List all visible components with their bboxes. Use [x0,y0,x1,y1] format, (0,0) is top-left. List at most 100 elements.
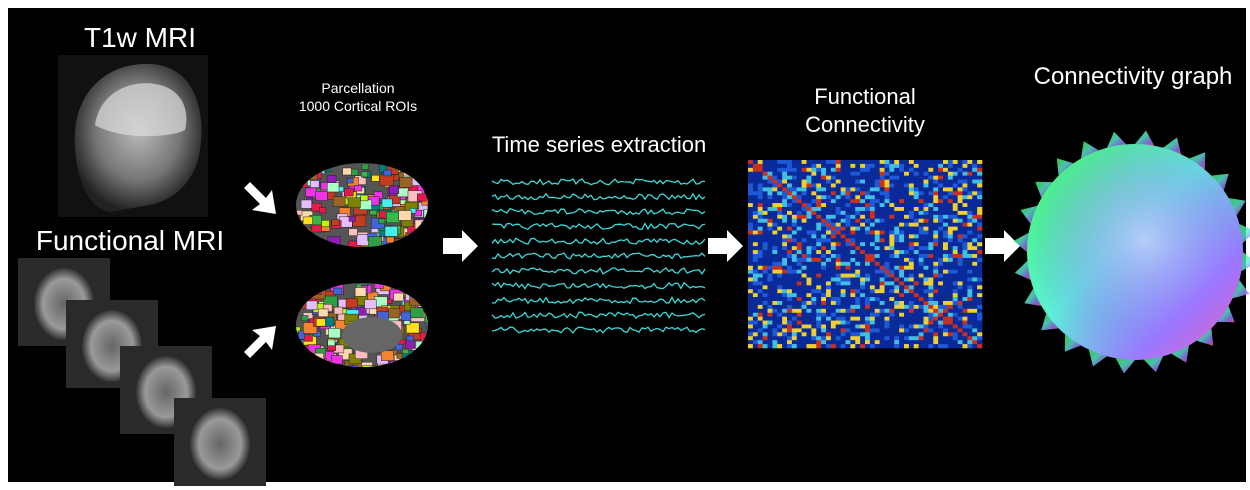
fc-cell [782,191,787,195]
fc-cell [860,336,865,340]
fc-cell [841,207,846,211]
fc-cell [802,297,807,301]
fc-cell [958,246,963,250]
fc-cell [826,207,831,211]
fc-cell [953,164,958,168]
fc-cell [963,305,968,309]
fc-cell [821,258,826,262]
fc-cell [924,211,929,215]
fc-cell [889,274,894,278]
fc-cell [768,278,773,282]
fc-cell [811,211,816,215]
fc-cell [967,281,972,285]
fc-cell [953,168,958,172]
fc-cell [865,321,870,325]
fc-cell [836,301,841,305]
fc-cell [841,215,846,219]
fc-cell [914,344,919,348]
fc-cell [977,274,982,278]
fc-cell [753,231,758,235]
fc-cell [792,250,797,254]
fc-cell [777,270,782,274]
fc-cell [885,301,890,305]
fc-cell [841,219,846,223]
fc-cell [919,340,924,344]
fc-cell [899,325,904,329]
fc-cell [816,250,821,254]
fc-cell [904,238,909,242]
fc-cell [948,231,953,235]
fc-cell [777,203,782,207]
fc-cell [875,164,880,168]
fc-cell [772,207,777,211]
fc-cell [841,250,846,254]
fc-cell [875,289,880,293]
fc-cell [821,344,826,348]
fc-cell [909,164,914,168]
fc-cell [846,223,851,227]
fc-cell [919,227,924,231]
fc-cell [772,270,777,274]
fc-cell [860,340,865,344]
fc-cell [977,172,982,176]
fc-cell [850,250,855,254]
fc-cell [953,203,958,207]
fc-cell [875,168,880,172]
fc-cell [826,227,831,231]
fc-cell [938,340,943,344]
fc-cell [967,219,972,223]
fc-cell [889,246,894,250]
fc-cell [972,344,977,348]
fc-cell [748,344,753,348]
fc-cell [748,168,753,172]
fc-cell [836,313,841,317]
fc-cell [933,176,938,180]
fc-cell [846,180,851,184]
fc-cell [831,262,836,266]
fc-cell [787,305,792,309]
fc-cell [855,215,860,219]
fc-cell [880,305,885,309]
fc-cell [826,285,831,289]
fc-cell [870,305,875,309]
fc-cell [836,191,841,195]
fc-cell [763,242,768,246]
fc-cell [880,203,885,207]
fc-cell [894,328,899,332]
fc-cell [963,207,968,211]
fc-cell [753,266,758,270]
fc-cell [924,285,929,289]
fc-cell [841,325,846,329]
fc-cell [841,172,846,176]
fc-cell [777,223,782,227]
fc-cell [928,199,933,203]
fc-cell [977,301,982,305]
fc-cell [933,262,938,266]
fc-cell [875,293,880,297]
fc-cell [933,231,938,235]
fc-cell [889,184,894,188]
fc-cell [972,266,977,270]
fc-cell [831,187,836,191]
fc-cell [816,305,821,309]
fc-cell [943,234,948,238]
fc-cell [875,180,880,184]
fc-cell [943,266,948,270]
fc-cell [972,164,977,168]
fc-cell [865,328,870,332]
fc-cell [880,328,885,332]
fc-cell [924,234,929,238]
fc-cell [880,340,885,344]
fc-cell [899,242,904,246]
fc-cell [953,242,958,246]
fc-cell [953,231,958,235]
fc-cell [768,274,773,278]
fc-cell [977,242,982,246]
fc-cell [880,195,885,199]
fc-cell [870,215,875,219]
fc-cell [904,301,909,305]
fc-cell [972,199,977,203]
fc-cell [914,309,919,313]
fc-cell [953,227,958,231]
fc-cell [924,258,929,262]
